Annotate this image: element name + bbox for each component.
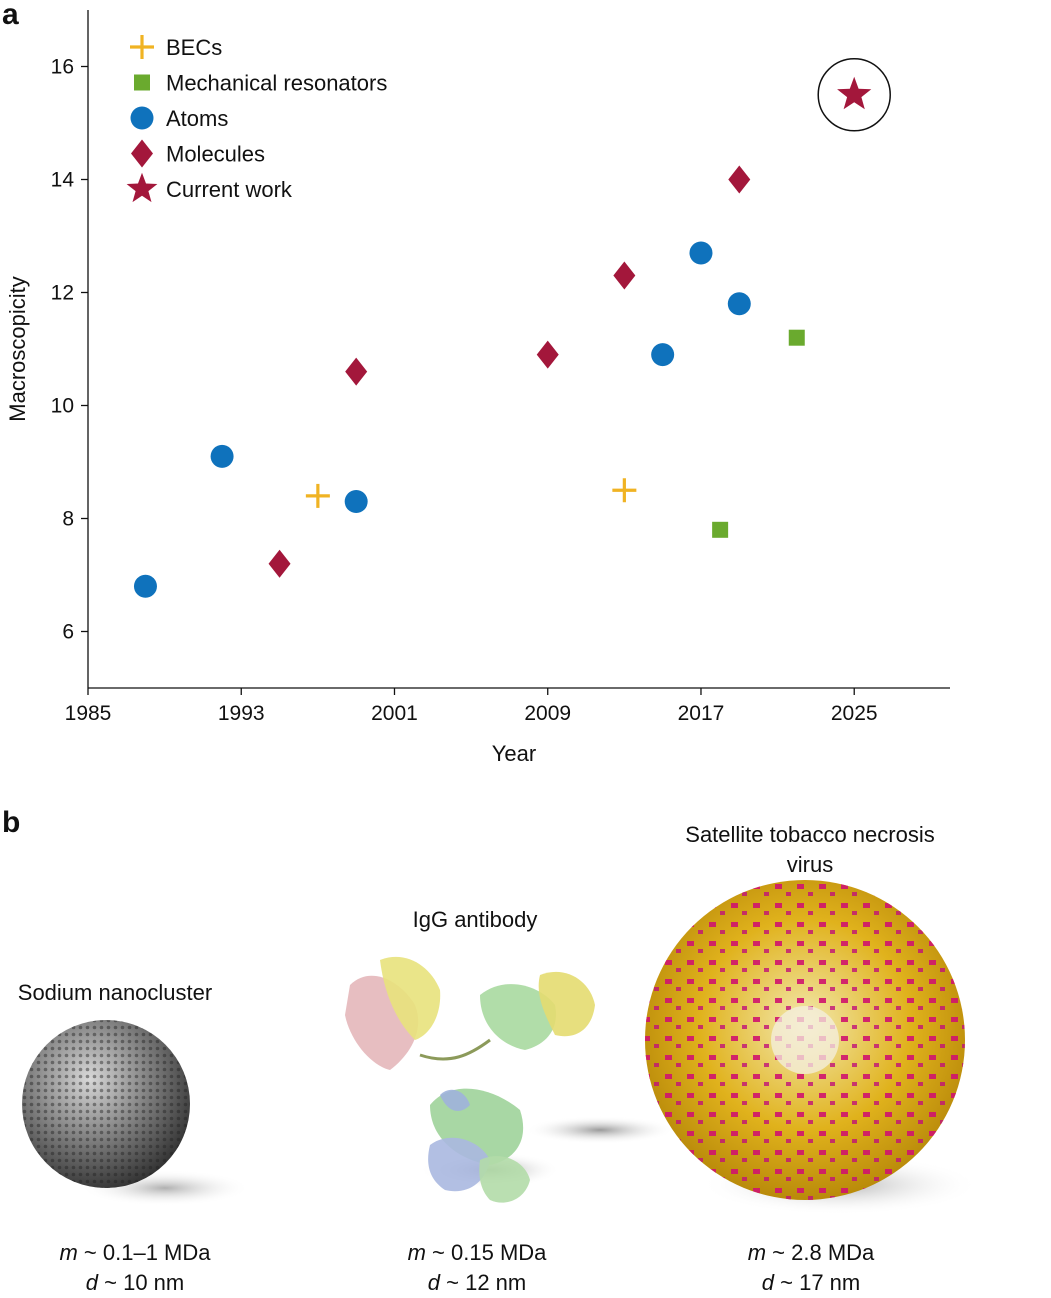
panel-a-label: a xyxy=(2,0,19,31)
caption-sodium: m ~ 0.1–1 MDa d ~ 10 nm xyxy=(0,1238,270,1298)
diameter-symbol: d xyxy=(761,1270,775,1295)
legend-label-mechanical-resonators: Mechanical resonators xyxy=(166,71,387,96)
point-atoms xyxy=(133,574,157,598)
caption-igg-mass: m ~ 0.15 MDa xyxy=(342,1238,612,1268)
x-tick-label: 1985 xyxy=(65,702,112,725)
caption-virus-mass: m ~ 2.8 MDa xyxy=(676,1238,946,1268)
y-tick-label: 8 xyxy=(62,508,74,531)
mass-value: ~ 0.1–1 MDa xyxy=(77,1240,211,1265)
legend-marker-becs xyxy=(130,35,154,59)
point-mechanical-resonators xyxy=(788,329,805,346)
legend-label-becs: BECs xyxy=(166,35,222,60)
x-tick-label: 2017 xyxy=(678,702,725,725)
mass-symbol: m xyxy=(59,1240,78,1265)
y-tick-label: 10 xyxy=(51,395,74,418)
legend-label-molecules: Molecules xyxy=(166,142,265,167)
point-atoms xyxy=(727,292,751,316)
mass-symbol: m xyxy=(407,1240,426,1265)
y-tick-label: 12 xyxy=(51,282,74,305)
mass-symbol: m xyxy=(747,1240,767,1265)
point-mechanical-resonators xyxy=(712,521,729,538)
macroscopicity-chart: 1985 1993 2001 2009 2017 2025 6 8 10 12 14 16 Year Ma… xyxy=(5,10,950,766)
point-molecules xyxy=(728,165,751,194)
structure-title-virus: Satellite tobacco necrosis virus xyxy=(640,820,980,880)
legend-marker-mechanical-resonators xyxy=(134,74,150,91)
caption-igg-diameter: d ~ 12 nm xyxy=(342,1268,612,1298)
y-tick-label: 16 xyxy=(51,56,74,79)
chart-axes: 1985 1993 2001 2009 2017 2025 6 8 10 12 14 16 Year Ma… xyxy=(5,10,950,766)
caption-sodium-mass: m ~ 0.1–1 MDa xyxy=(0,1238,270,1268)
x-tick-label: 2025 xyxy=(831,702,878,725)
diameter-symbol: d xyxy=(85,1270,99,1295)
y-tick-label: 14 xyxy=(51,169,75,192)
chart-legend: BECs Mechanical resonators Atoms Molecules C… xyxy=(126,35,387,203)
point-molecules xyxy=(613,261,636,290)
point-molecules xyxy=(345,357,368,386)
igg-antibody-image xyxy=(345,956,670,1203)
point-atoms xyxy=(651,343,675,367)
legend-marker-molecules xyxy=(131,139,153,168)
point-atoms xyxy=(689,241,713,265)
point-current-work xyxy=(837,76,872,110)
legend-marker-atoms xyxy=(130,106,154,130)
diameter-symbol: d xyxy=(427,1270,441,1295)
panel-b-label: b xyxy=(2,806,21,839)
diameter-value: ~ 17 nm xyxy=(774,1270,861,1295)
y-axis-title: Macroscopicity xyxy=(5,276,30,421)
structure-title-virus-line1: Satellite tobacco necrosis xyxy=(685,822,935,847)
diameter-value: ~ 12 nm xyxy=(440,1270,527,1295)
mass-value: ~ 0.15 MDa xyxy=(425,1240,547,1265)
point-becs xyxy=(612,478,637,503)
point-molecules xyxy=(536,340,559,369)
sodium-nanocluster-image xyxy=(22,1020,250,1206)
current-work-highlight-circle xyxy=(817,58,891,132)
x-axis-title: Year xyxy=(492,741,536,766)
point-atoms xyxy=(344,490,368,514)
structure-title-sodium: Sodium nanocluster xyxy=(17,980,213,1005)
diameter-value: ~ 10 nm xyxy=(98,1270,185,1295)
caption-virus: m ~ 2.8 MDa d ~ 17 nm xyxy=(676,1238,946,1298)
x-tick-label: 2001 xyxy=(371,702,418,725)
y-tick-label: 6 xyxy=(62,621,74,644)
structure-title-igg: IgG antibody xyxy=(412,907,538,932)
caption-sodium-diameter: d ~ 10 nm xyxy=(0,1268,270,1298)
point-molecules xyxy=(268,549,291,578)
caption-igg: m ~ 0.15 MDa d ~ 12 nm xyxy=(342,1238,612,1298)
mass-value: ~ 2.8 MDa xyxy=(766,1240,875,1265)
point-atoms xyxy=(210,444,234,468)
point-becs xyxy=(305,483,330,508)
chart-marks xyxy=(133,58,891,598)
satellite-tobacco-necrosis-virus-image xyxy=(645,880,980,1215)
legend-label-atoms: Atoms xyxy=(166,106,228,131)
legend-marker-current-work xyxy=(126,172,158,203)
x-tick-label: 1993 xyxy=(218,702,265,725)
x-tick-label: 2009 xyxy=(524,702,571,725)
legend-label-current-work: Current work xyxy=(166,177,293,202)
caption-virus-diameter: d ~ 17 nm xyxy=(676,1268,946,1298)
structure-title-virus-line2: virus xyxy=(786,852,834,877)
